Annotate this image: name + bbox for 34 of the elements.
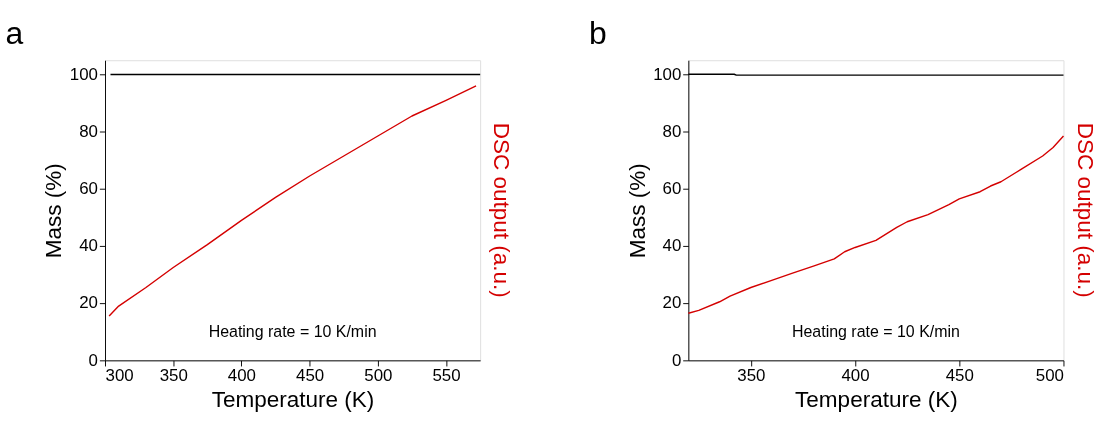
annotation: Heating rate = 10 K/min xyxy=(791,322,960,340)
x-axis-title: Temperature (K) xyxy=(211,386,375,412)
y-tick-label: 40 xyxy=(662,236,682,256)
y-axis-title: Mass (%) xyxy=(624,163,650,259)
y-axis-title: Mass (%) xyxy=(41,163,67,259)
x-axis-title: Temperature (K) xyxy=(795,386,958,412)
x-tick-label: 550 xyxy=(432,366,461,386)
x-tick-label: 500 xyxy=(364,366,393,386)
y-tick-label: 0 xyxy=(88,350,98,370)
x-tick-label: 450 xyxy=(296,366,325,386)
y-tick-label: 100 xyxy=(653,64,682,84)
line-series xyxy=(687,135,1065,314)
x-tick-label: 500 xyxy=(1035,366,1064,386)
y2-axis-title: DSC output (a.u.) xyxy=(1072,122,1098,298)
y-tick-label: 80 xyxy=(79,121,98,141)
y-tick-label: 20 xyxy=(79,293,98,313)
y-tick-label: 100 xyxy=(69,64,98,84)
x-tick-label: 350 xyxy=(159,366,188,386)
x-tick-label: 450 xyxy=(945,366,974,386)
chart-title: a xyxy=(5,15,24,52)
x-tick-label: 300 xyxy=(105,366,134,386)
line-series xyxy=(108,85,477,317)
y-tick-label: 0 xyxy=(671,350,682,370)
y-tick-label: 60 xyxy=(79,179,98,199)
x-tick-label: 350 xyxy=(737,366,766,386)
annotation: Heating rate = 10 K/min xyxy=(208,322,377,340)
y2-axis-title: DSC output (a.u.) xyxy=(489,122,515,298)
y-tick-label: 20 xyxy=(662,293,682,313)
y-tick-label: 80 xyxy=(662,121,682,141)
chart-title: b xyxy=(588,15,607,52)
y-tick-label: 60 xyxy=(662,179,682,199)
x-tick-label: 400 xyxy=(227,366,256,386)
y-tick-label: 40 xyxy=(79,236,98,256)
x-tick-label: 400 xyxy=(841,366,870,386)
